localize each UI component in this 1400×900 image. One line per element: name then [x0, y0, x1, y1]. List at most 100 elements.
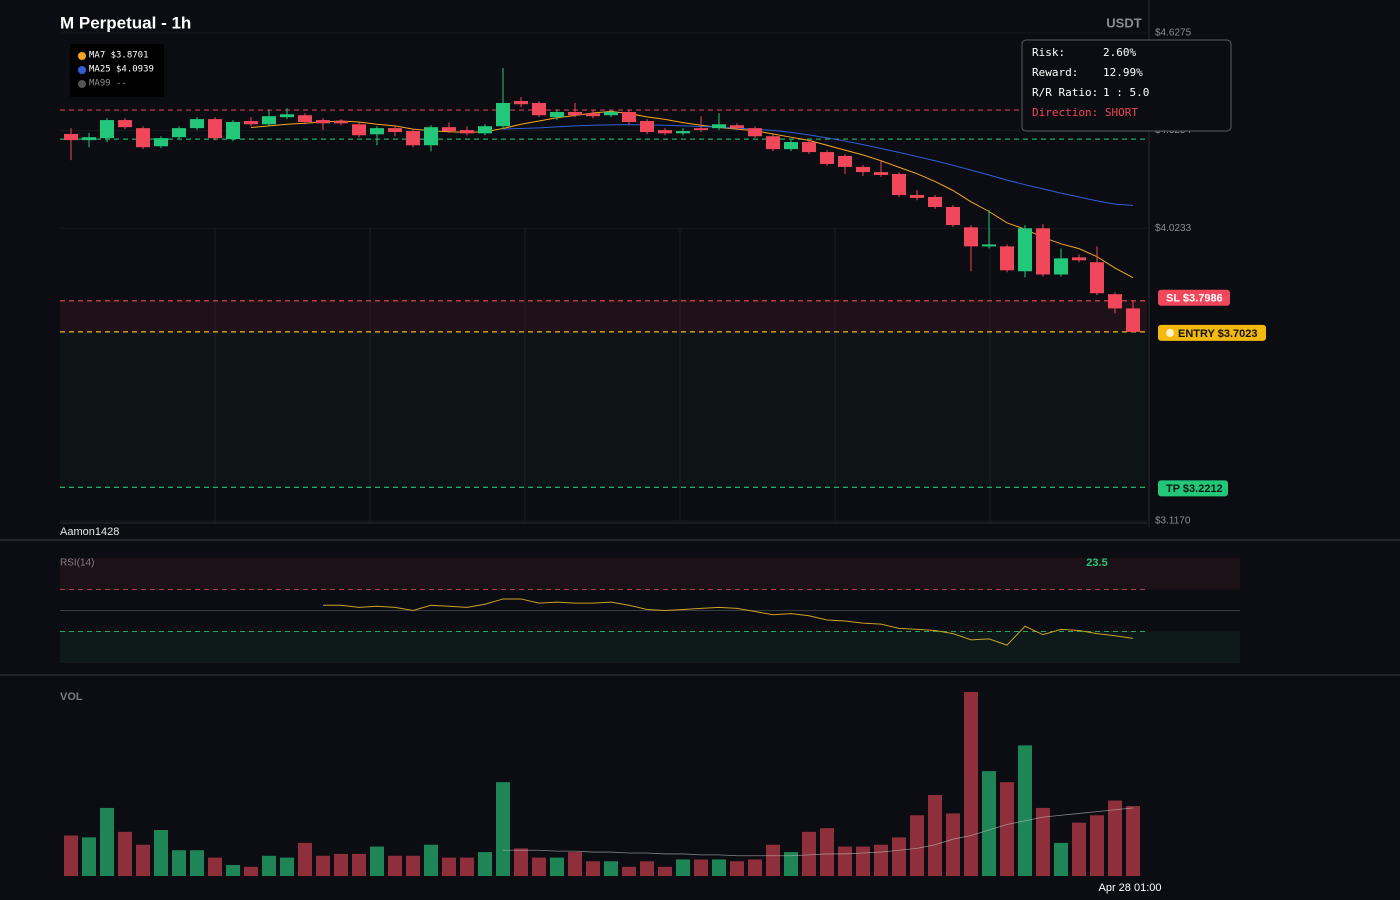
ma-line	[250, 110, 1134, 279]
candle-body	[802, 142, 816, 153]
candle-body	[64, 133, 78, 141]
candle-body	[856, 166, 870, 173]
y-tick-label: $4.6275	[1155, 28, 1192, 39]
volume-bar	[1054, 842, 1068, 876]
candle-body	[712, 124, 726, 129]
candle-body	[640, 121, 654, 133]
candle-body	[820, 152, 834, 165]
info-value: 12.99%	[1103, 66, 1143, 79]
candle-body	[910, 195, 924, 198]
volume-bar	[460, 857, 474, 876]
volume-bar	[1018, 745, 1032, 876]
candle-body	[280, 114, 294, 118]
volume-bar	[982, 771, 996, 876]
candle-body	[946, 206, 960, 226]
candle-body	[100, 120, 114, 139]
volume-bar	[316, 855, 330, 876]
volume-bar	[226, 864, 240, 876]
candle-body	[118, 120, 132, 128]
level-pill	[1158, 480, 1228, 497]
candle-body	[982, 244, 996, 247]
candle-body	[496, 102, 510, 127]
candle-body	[964, 227, 978, 247]
info-direction: Direction: SHORT	[1032, 106, 1138, 119]
volume-bar	[802, 831, 816, 876]
candle-body	[1054, 258, 1068, 275]
vol-title: VOL	[60, 691, 83, 703]
candle-body	[154, 138, 168, 147]
candle-body	[730, 125, 744, 129]
volume-bar	[712, 859, 726, 876]
legend-name: MA7	[89, 51, 105, 61]
candle-body	[676, 131, 690, 134]
candle-body	[460, 130, 474, 134]
info-value: 2.60%	[1103, 46, 1136, 59]
volume-bar	[118, 831, 132, 876]
candle-body	[784, 142, 798, 150]
volume-bar	[820, 828, 834, 876]
level-label: SL $3.7986	[1166, 293, 1223, 305]
volume-bar	[874, 844, 888, 876]
candle-body	[478, 126, 492, 134]
volume-bar	[190, 850, 204, 876]
volume-bar	[568, 852, 582, 876]
candle-body	[514, 101, 528, 105]
candle-body	[766, 136, 780, 150]
candle-body	[1126, 308, 1140, 332]
info-key: Reward:	[1032, 66, 1078, 79]
reward-zone	[60, 331, 1147, 488]
volume-bar	[1036, 807, 1050, 876]
volume-bar	[604, 861, 618, 876]
level-label: TP $3.2212	[1166, 483, 1223, 495]
legend-dot	[78, 52, 86, 60]
candle-body	[370, 128, 384, 135]
legend-name: MA25	[89, 65, 111, 75]
volume-bar	[946, 813, 960, 876]
rsi-title: RSI(14)	[60, 558, 94, 569]
volume-bar	[334, 853, 348, 876]
volume-bar	[82, 837, 96, 876]
volume-bar	[388, 855, 402, 876]
rsi-line	[323, 598, 1134, 646]
volume-bar	[622, 866, 636, 876]
volume-bar	[640, 861, 654, 876]
volume-bar	[784, 852, 798, 876]
candle-body	[874, 172, 888, 175]
candle-body	[190, 119, 204, 129]
overbought-zone	[60, 558, 1240, 590]
volume-bar	[64, 835, 78, 876]
volume-bar	[208, 857, 222, 876]
candle-body	[604, 111, 618, 116]
candle-body	[406, 131, 420, 146]
level-pill	[1158, 324, 1266, 341]
volume-bar	[928, 795, 942, 876]
volume-bar	[838, 846, 852, 876]
candle-body	[334, 121, 348, 124]
candle-body	[928, 196, 942, 207]
candle-body	[442, 127, 456, 132]
chart-title: M Perpetual - 1h	[60, 13, 191, 32]
volume-bar	[856, 846, 870, 876]
candle-body	[568, 111, 582, 116]
volume-bar	[676, 859, 690, 876]
volume-bar	[1108, 800, 1122, 876]
volume-bar	[280, 857, 294, 876]
volume-bar	[748, 859, 762, 876]
legend-name: MA99	[89, 79, 111, 89]
candle-body	[244, 121, 258, 125]
oversold-zone	[60, 631, 1240, 663]
volume-bar	[244, 866, 258, 876]
currency: USDT	[1106, 15, 1141, 30]
watermark: Aamon1428	[60, 526, 119, 538]
entry-dot	[1166, 328, 1174, 337]
volume-bar	[910, 815, 924, 876]
volume-bar	[100, 807, 114, 876]
candle-body	[586, 113, 600, 117]
candle-body	[658, 130, 672, 134]
candle-body	[748, 128, 762, 137]
candle-body	[226, 122, 240, 140]
volume-bar	[730, 861, 744, 876]
candle-body	[694, 128, 708, 131]
legend-dot	[78, 80, 86, 88]
